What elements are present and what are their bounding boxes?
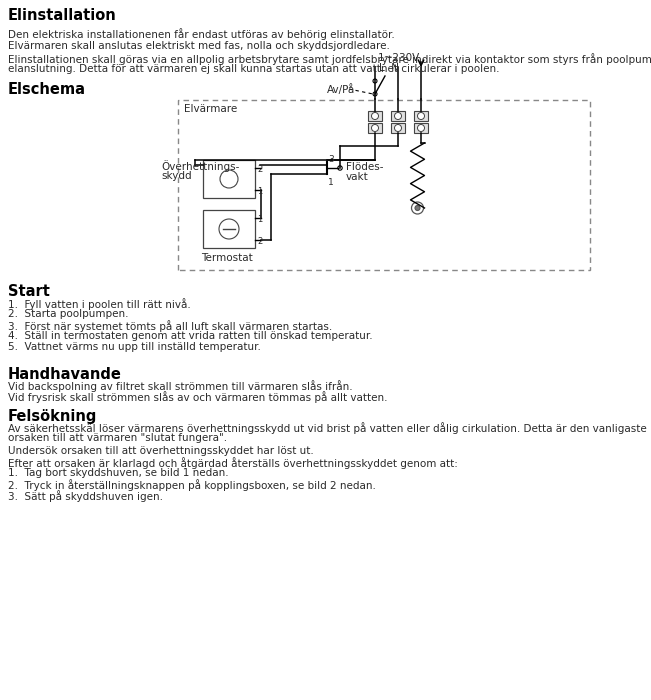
Text: Den elektriska installationenen får endast utföras av behörig elinstallatör.: Den elektriska installationenen får enda… [8,28,395,40]
Circle shape [338,166,342,170]
Circle shape [219,219,239,239]
Bar [368,123,382,133]
Circle shape [220,170,238,188]
Circle shape [373,92,377,96]
Text: Vid backspolning av filtret skall strömmen till värmaren slås ifrån.: Vid backspolning av filtret skall strömm… [8,380,353,392]
Circle shape [372,125,378,132]
Text: Elinstallation: Elinstallation [8,8,117,23]
Text: 2: 2 [257,237,262,246]
Text: 1.  Fyll vatten i poolen till rätt nivå.: 1. Fyll vatten i poolen till rätt nivå. [8,298,191,310]
Text: Felsökning: Felsökning [8,409,98,424]
Text: Start: Start [8,284,50,299]
Text: 2.  Starta poolpumpen.: 2. Starta poolpumpen. [8,309,128,319]
Text: Flödes-: Flödes- [346,162,383,172]
Circle shape [417,125,424,132]
Bar [203,160,255,198]
Bar [414,123,428,133]
Text: 1.  Tag bort skyddshuven, se bild 1 nedan.: 1. Tag bort skyddshuven, se bild 1 nedan… [8,468,229,478]
Text: 2.  Tryck in återställningsknappen på kopplingsboxen, se bild 2 nedan.: 2. Tryck in återställningsknappen på kop… [8,479,376,491]
Text: 3.  Sätt på skyddshuven igen.: 3. Sätt på skyddshuven igen. [8,490,163,502]
Text: 4.  Ställ in termostaten genom att vrida ratten till önskad temperatur.: 4. Ställ in termostaten genom att vrida … [8,331,372,341]
Text: Elvärmare: Elvärmare [184,104,237,114]
Text: skydd: skydd [161,171,191,181]
Bar [391,123,405,133]
Circle shape [395,113,402,120]
Circle shape [417,113,424,120]
Bar [203,210,255,248]
Text: 3.  Först när systemet tömts på all luft skall värmaren startas.: 3. Först när systemet tömts på all luft … [8,320,332,332]
Text: vakt: vakt [346,172,368,182]
Text: L  N: L N [379,63,399,73]
Text: orsaken till att värmaren "slutat fungera".: orsaken till att värmaren "slutat funger… [8,433,227,443]
Circle shape [411,202,424,214]
Text: Termostat: Termostat [201,253,253,263]
Bar [391,111,405,121]
Text: Elinstallationen skall göras via en allpolig arbetsbrytare samt jordfelsbrytare : Elinstallationen skall göras via en allp… [8,53,651,65]
Text: Av/På: Av/På [327,84,355,95]
Text: 1~230V: 1~230V [378,53,421,63]
Text: 5.  Vattnet värms nu upp till inställd temperatur.: 5. Vattnet värms nu upp till inställd te… [8,342,261,352]
Text: elanslutning. Detta för att värmaren ej skall kunna startas utan att vattnet cir: elanslutning. Detta för att värmaren ej … [8,64,499,74]
Text: 3: 3 [328,155,334,164]
Text: 1: 1 [257,187,262,196]
Text: Vid frysrisk skall strömmen slås av och värmaren tömmas på allt vatten.: Vid frysrisk skall strömmen slås av och … [8,391,387,403]
Text: Av säkerhetsskäl löser värmarens överhettningsskydd ut vid brist på vatten eller: Av säkerhetsskäl löser värmarens överhet… [8,422,646,434]
Bar [368,111,382,121]
Circle shape [372,113,378,120]
Text: Undersök orsaken till att överhettningsskyddet har löst ut.: Undersök orsaken till att överhettningss… [8,446,314,456]
Text: 1: 1 [328,178,334,187]
Circle shape [373,79,377,83]
Circle shape [415,206,420,211]
Text: Elvärmaren skall anslutas elektriskt med fas, nolla och skyddsjordledare.: Elvärmaren skall anslutas elektriskt med… [8,41,390,51]
Text: Handhavande: Handhavande [8,367,122,382]
Text: Efter att orsaken är klarlagd och åtgärdad återställs överhettningsskyddet genom: Efter att orsaken är klarlagd och åtgärd… [8,457,458,469]
Text: 2: 2 [257,165,262,174]
Text: Överhettnings-: Överhettnings- [161,160,240,172]
Text: 1: 1 [257,215,262,224]
Text: Elschema: Elschema [8,82,86,97]
Bar [414,111,428,121]
Circle shape [395,125,402,132]
